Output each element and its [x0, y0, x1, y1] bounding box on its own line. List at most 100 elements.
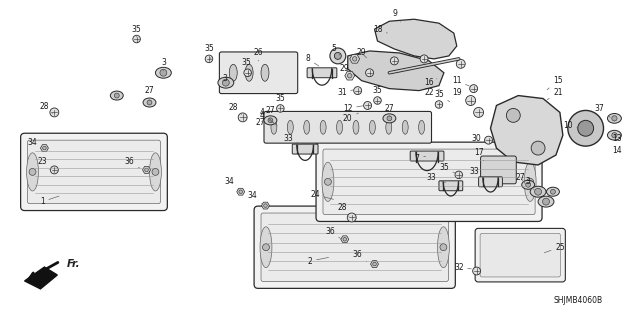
Ellipse shape	[369, 120, 375, 134]
Polygon shape	[345, 71, 355, 80]
Circle shape	[466, 96, 476, 106]
Circle shape	[420, 55, 428, 63]
Text: 19: 19	[452, 88, 466, 100]
Ellipse shape	[353, 120, 359, 134]
Text: 4: 4	[260, 111, 277, 125]
Text: 28: 28	[337, 203, 349, 216]
Circle shape	[473, 267, 481, 275]
Text: 23: 23	[38, 158, 51, 170]
Ellipse shape	[438, 227, 449, 268]
Text: 21: 21	[547, 88, 563, 100]
FancyBboxPatch shape	[292, 144, 318, 154]
Circle shape	[268, 118, 273, 123]
Circle shape	[568, 110, 604, 146]
Ellipse shape	[538, 196, 554, 207]
Circle shape	[145, 168, 148, 172]
Text: 33: 33	[284, 134, 301, 145]
FancyBboxPatch shape	[475, 228, 565, 282]
Circle shape	[387, 116, 392, 121]
Ellipse shape	[547, 187, 559, 196]
Circle shape	[343, 238, 347, 241]
Text: 13: 13	[612, 134, 622, 143]
Text: 35: 35	[132, 25, 141, 37]
Text: 24: 24	[310, 190, 333, 199]
Text: 14: 14	[612, 145, 622, 155]
FancyBboxPatch shape	[316, 142, 542, 221]
Circle shape	[527, 178, 534, 185]
Polygon shape	[262, 202, 269, 209]
FancyBboxPatch shape	[480, 234, 561, 277]
FancyBboxPatch shape	[410, 151, 444, 161]
Text: 27: 27	[256, 118, 266, 127]
Circle shape	[205, 55, 212, 63]
Text: 3: 3	[525, 177, 534, 190]
Circle shape	[222, 79, 229, 86]
Polygon shape	[374, 19, 457, 59]
Ellipse shape	[156, 67, 172, 78]
Text: 18: 18	[372, 25, 387, 33]
Circle shape	[474, 108, 484, 117]
Circle shape	[374, 97, 381, 104]
Circle shape	[50, 108, 59, 117]
Circle shape	[354, 87, 362, 94]
Ellipse shape	[245, 64, 253, 81]
Text: 10: 10	[563, 121, 579, 130]
FancyBboxPatch shape	[307, 68, 337, 78]
Ellipse shape	[419, 120, 424, 134]
Polygon shape	[24, 267, 58, 289]
Polygon shape	[348, 51, 444, 91]
Text: 33: 33	[426, 173, 445, 182]
Text: 25: 25	[545, 243, 564, 253]
Text: 27: 27	[385, 104, 394, 116]
Circle shape	[244, 69, 252, 77]
Ellipse shape	[150, 153, 161, 191]
Text: 3: 3	[161, 58, 166, 71]
Ellipse shape	[386, 120, 392, 134]
Text: 5: 5	[332, 44, 340, 55]
Circle shape	[612, 116, 617, 121]
Circle shape	[543, 198, 550, 205]
Ellipse shape	[110, 91, 124, 100]
Text: SHJMB4060B: SHJMB4060B	[553, 296, 602, 305]
Circle shape	[239, 190, 243, 194]
FancyBboxPatch shape	[323, 149, 535, 214]
Circle shape	[152, 168, 159, 175]
Text: 16: 16	[424, 78, 437, 87]
Text: 34: 34	[224, 177, 237, 190]
Text: 11: 11	[452, 76, 469, 86]
Text: 34: 34	[28, 138, 40, 148]
Text: 4: 4	[260, 108, 275, 123]
Ellipse shape	[322, 162, 334, 201]
Circle shape	[506, 108, 520, 122]
FancyBboxPatch shape	[28, 140, 161, 204]
Text: 37: 37	[595, 104, 611, 117]
Text: 20: 20	[343, 113, 358, 123]
Text: 29: 29	[357, 48, 367, 58]
Text: 36: 36	[125, 158, 140, 168]
Text: 27: 27	[515, 173, 525, 184]
Polygon shape	[341, 236, 349, 243]
FancyBboxPatch shape	[439, 181, 463, 191]
Text: 36: 36	[353, 250, 367, 261]
Ellipse shape	[402, 120, 408, 134]
Ellipse shape	[383, 114, 396, 123]
Circle shape	[470, 85, 477, 93]
Circle shape	[612, 133, 617, 138]
Text: 35: 35	[275, 94, 285, 107]
Polygon shape	[371, 261, 378, 268]
Ellipse shape	[271, 120, 277, 134]
Text: 2: 2	[308, 256, 328, 266]
Circle shape	[365, 69, 374, 77]
FancyBboxPatch shape	[220, 52, 298, 93]
Circle shape	[435, 101, 443, 108]
Text: 26: 26	[253, 48, 263, 61]
Ellipse shape	[304, 120, 310, 134]
Circle shape	[390, 57, 398, 65]
FancyBboxPatch shape	[254, 206, 455, 288]
Text: 35: 35	[439, 163, 456, 173]
Circle shape	[364, 101, 372, 109]
Text: 17: 17	[474, 148, 484, 161]
Circle shape	[372, 262, 376, 266]
Ellipse shape	[524, 162, 536, 201]
Polygon shape	[40, 145, 49, 152]
